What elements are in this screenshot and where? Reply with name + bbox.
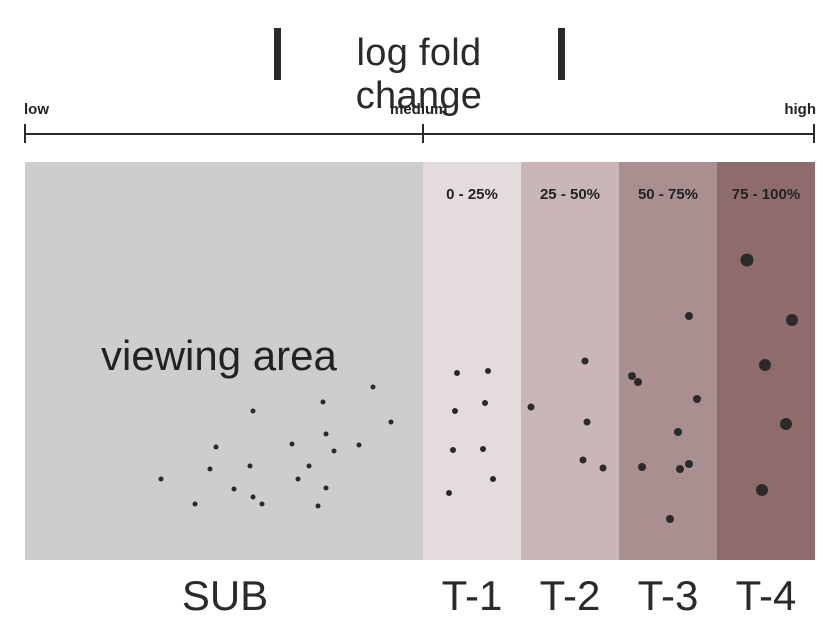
- sub-dot: [388, 419, 394, 425]
- sub-dot: [370, 384, 376, 390]
- t1-dot: [490, 476, 496, 482]
- t4-dot: [780, 418, 792, 430]
- sub-dot: [250, 408, 256, 414]
- sub-dot: [315, 503, 321, 509]
- tier-4-label: T-4: [735, 572, 797, 619]
- sub-dot: [356, 442, 362, 448]
- sub-dot: [231, 486, 237, 492]
- t1-dot: [450, 447, 456, 453]
- sub-dot: [331, 448, 337, 454]
- t2-dot: [581, 357, 589, 365]
- t1-dot: [480, 446, 486, 452]
- sub-dot: [320, 399, 326, 405]
- sub-dot: [306, 463, 312, 469]
- scale-low-label: low: [24, 101, 49, 118]
- t3-dot: [685, 460, 693, 468]
- title-bar-right: [558, 28, 565, 80]
- tier-2-panel: 25 - 50%: [521, 162, 619, 560]
- viewing-area-label: viewing area: [101, 332, 337, 379]
- sub-dot: [192, 501, 198, 507]
- tier-3-panel: 50 - 75%: [619, 162, 717, 560]
- scale-tick-high: [813, 124, 815, 143]
- sub-dot: [259, 501, 265, 507]
- sub-label: SUB: [181, 572, 269, 619]
- sub-dot: [323, 431, 329, 437]
- t4-dot: [756, 484, 768, 496]
- t4-dot: [759, 359, 771, 371]
- sub-dot: [247, 463, 253, 469]
- t1-dot: [446, 490, 452, 496]
- t3-dot: [676, 465, 684, 473]
- sub-dot: [158, 476, 164, 482]
- t2-dot: [599, 464, 607, 472]
- sub-dot: [295, 476, 301, 482]
- scale-tick-low: [24, 124, 26, 143]
- tier-2-label: T-2: [539, 572, 601, 619]
- scale-medium-label: medium: [390, 101, 448, 118]
- t3-dot: [634, 378, 642, 386]
- title: log fold change: [0, 28, 840, 117]
- t3-dot: [685, 312, 693, 320]
- tier-1-label: T-1: [441, 572, 503, 619]
- title-text: log fold change: [355, 32, 483, 117]
- t3-dot: [628, 372, 636, 380]
- t1-dot: [454, 370, 460, 376]
- t1-dot: [485, 368, 491, 374]
- tier-1-range: 0 - 25%: [446, 186, 498, 203]
- t4-dot: [786, 314, 798, 326]
- t1-dot: [452, 408, 458, 414]
- sub-dot: [289, 441, 295, 447]
- t2-dot: [527, 403, 535, 411]
- t2-dot: [579, 456, 587, 464]
- scale-line: [25, 133, 815, 135]
- tier-3-range: 50 - 75%: [637, 186, 699, 203]
- t1-dot: [482, 400, 488, 406]
- scale-high-label: high: [784, 101, 816, 118]
- tier-1-panel: 0 - 25%: [423, 162, 521, 560]
- scale-tick-medium: [422, 124, 424, 143]
- t4-dot: [740, 253, 754, 267]
- tier-2-range: 25 - 50%: [539, 186, 601, 203]
- sub-dot: [323, 485, 329, 491]
- sub-dot: [213, 444, 219, 450]
- sub-panel: viewing area: [25, 162, 423, 560]
- t3-dot: [666, 515, 674, 523]
- t3-dot: [674, 428, 682, 436]
- t2-dot: [583, 418, 591, 426]
- tier-4-range: 75 - 100%: [731, 186, 801, 203]
- sub-dot: [250, 494, 256, 500]
- tier-3-label: T-3: [637, 572, 699, 619]
- t3-dot: [638, 463, 646, 471]
- t3-dot: [693, 395, 701, 403]
- sub-dot: [207, 466, 213, 472]
- title-bar-left: [274, 28, 281, 80]
